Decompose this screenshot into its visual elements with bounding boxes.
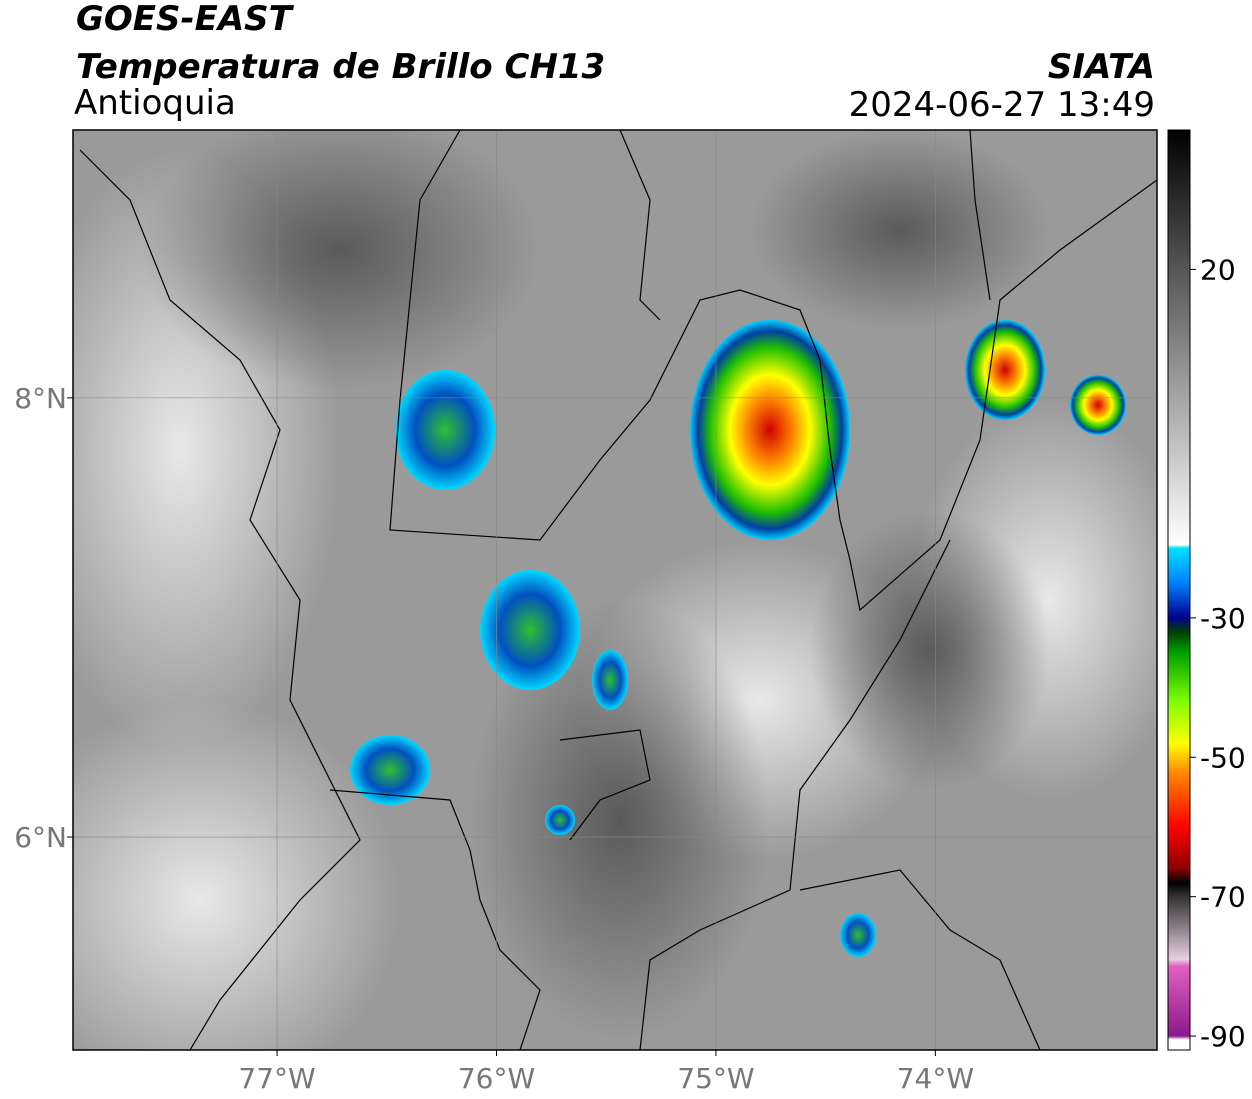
colorbar-tick-label: 20 <box>1200 253 1236 286</box>
title: GOES-EAST <box>76 0 295 39</box>
map-imagery <box>73 130 1157 1050</box>
subtitle: Temperatura de Brillo CH13 <box>76 47 605 87</box>
x-tick-label: 76°W <box>458 1062 535 1095</box>
x-tick-label: 77°W <box>238 1062 315 1095</box>
datetime: 2024-06-27 13:49 <box>849 85 1155 125</box>
colorbar-tick-label: -70 <box>1200 881 1246 914</box>
colorbar-tick-label: -30 <box>1200 602 1246 635</box>
x-tick-label: 75°W <box>677 1062 754 1095</box>
source: SIATA <box>1048 47 1155 87</box>
region: Antioquia <box>74 83 236 123</box>
grid <box>73 130 1157 1050</box>
y-tick-label: 8°N <box>14 382 67 415</box>
x-tick-label: 74°W <box>897 1062 974 1095</box>
map-frame <box>72 129 1158 1051</box>
colorbar <box>1167 129 1191 1051</box>
colorbar-tick-label: -90 <box>1200 1020 1246 1053</box>
y-tick-label: 6°N <box>14 821 67 854</box>
colorbar-tick-label: -50 <box>1200 741 1246 774</box>
